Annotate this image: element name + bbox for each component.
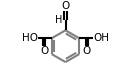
Text: O: O [83, 46, 91, 56]
Text: O: O [40, 46, 48, 56]
Text: O: O [61, 1, 70, 11]
Text: H: H [55, 15, 62, 25]
Text: HO: HO [22, 33, 38, 43]
Text: OH: OH [93, 33, 109, 43]
